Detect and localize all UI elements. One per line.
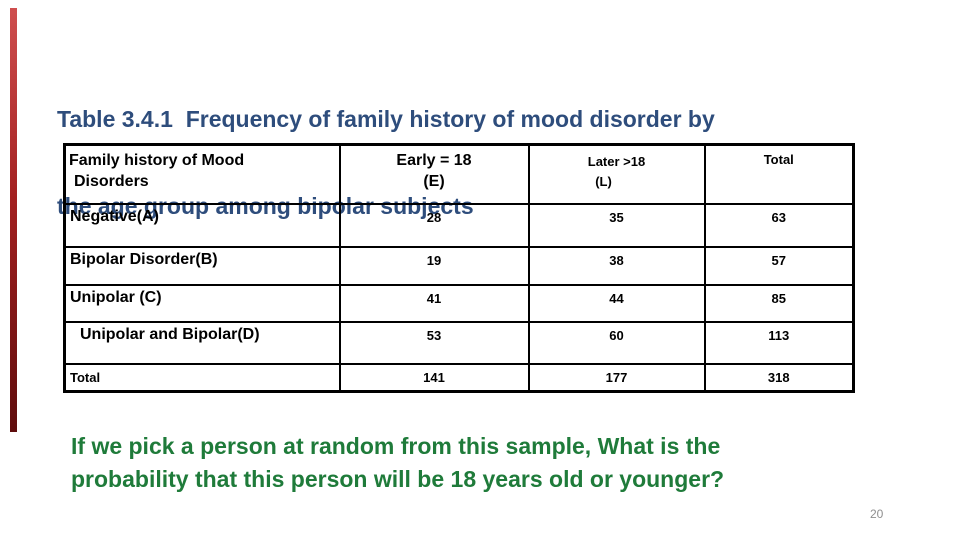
row-label-negative: Negative(A) [63,202,341,248]
cell-total-total: 318 [703,362,855,393]
header-later: Later >18 (L) [527,143,706,205]
cell-unipolar-total: 85 [703,283,855,323]
cell-bipolar-total: 57 [703,245,855,286]
table-row-negative: Negative(A) 28 35 63 [63,202,855,248]
row-label-unipolar: Unipolar (C) [63,283,341,323]
question-line-2: probability that this person will be 18 … [71,466,725,492]
cell-negative-later: 35 [527,202,706,248]
row-label-total: Total [63,362,341,393]
table-row-total: Total 141 177 318 [63,362,855,393]
cell-bipolar-later: 38 [527,245,706,286]
row-label-unipolar-bipolar: Unipolar and Bipolar(D) [63,320,341,365]
header-family-history-line-1: Family history of Mood [69,152,245,169]
table-row-bipolar: Bipolar Disorder(B) 19 38 57 [63,245,855,286]
cell-negative-early: 28 [338,202,530,248]
header-total: Total [703,143,855,205]
question-text: If we pick a person at random from this … [71,430,931,496]
header-family-history: Family history of Mood Disorders [63,143,341,205]
header-early: Early = 18 (E) [338,143,530,205]
cell-unipolar-early: 41 [338,283,530,323]
cell-unipolar-bipolar-total: 113 [703,320,855,365]
slide-title-line-1: Table 3.4.1 Frequency of family history … [57,106,715,132]
header-later-line-1: Later >18 [587,154,646,169]
table-row-unipolar-bipolar: Unipolar and Bipolar(D) 53 60 113 [63,320,855,365]
cell-bipolar-early: 19 [338,245,530,286]
row-label-bipolar: Bipolar Disorder(B) [63,245,341,286]
left-accent-bar [10,8,17,432]
header-early-line-2: (E) [423,173,445,190]
header-family-history-line-2: Disorders [74,173,149,190]
cell-unipolar-bipolar-later: 60 [527,320,706,365]
cell-unipolar-bipolar-early: 53 [338,320,530,365]
question-line-1: If we pick a person at random from this … [71,433,721,459]
page-number: 20 [870,507,884,521]
table-row-unipolar: Unipolar (C) 41 44 85 [63,283,855,323]
cell-total-early: 141 [338,362,530,393]
frequency-table: Family history of Mood Disorders Early =… [63,143,855,393]
cell-unipolar-later: 44 [527,283,706,323]
table-header-row: Family history of Mood Disorders Early =… [63,143,855,205]
header-later-line-2: (L) [595,174,612,189]
header-early-line-1: Early = 18 [396,152,472,169]
cell-total-later: 177 [527,362,706,393]
cell-negative-total: 63 [703,202,855,248]
